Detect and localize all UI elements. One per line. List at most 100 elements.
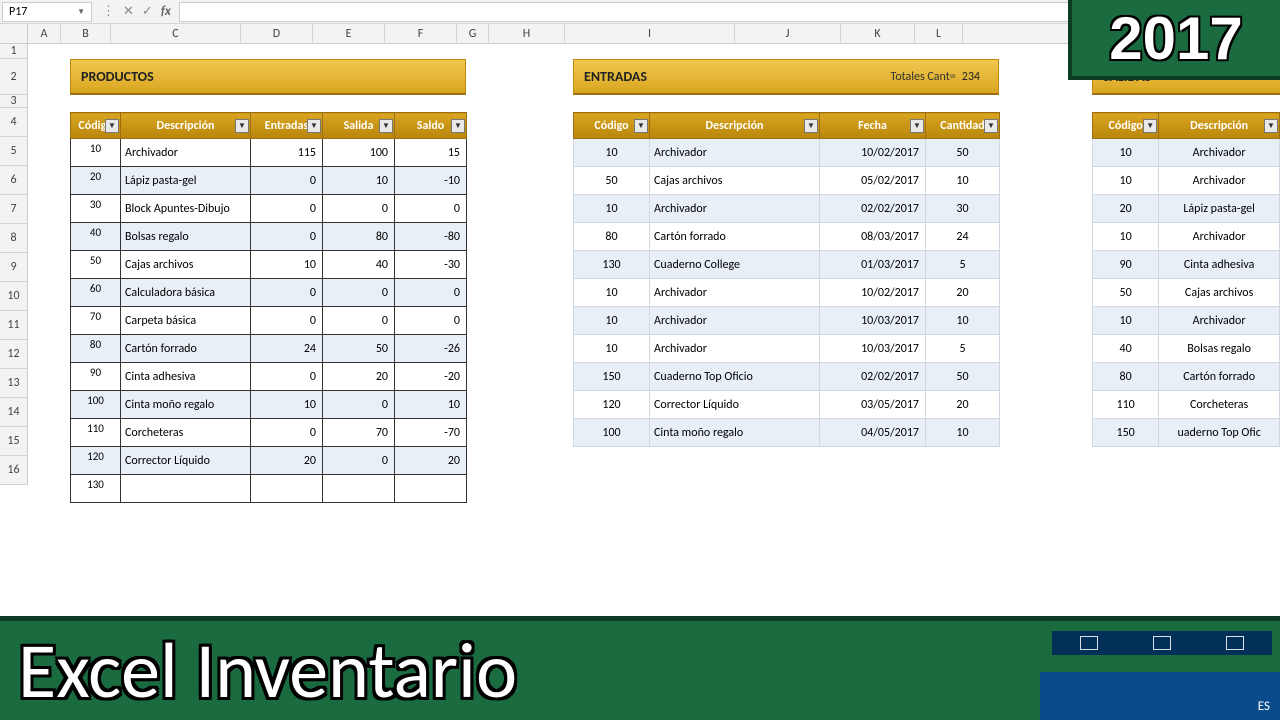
row-header-14[interactable]: 14 (0, 398, 28, 427)
row-header-12[interactable]: 12 (0, 340, 28, 369)
page-layout-icon[interactable] (1153, 636, 1171, 650)
table-row[interactable]: 10Archivador (1093, 223, 1280, 251)
cell[interactable]: 10 (251, 251, 323, 279)
cell[interactable]: 0 (395, 307, 467, 335)
cell[interactable]: Lápiz pasta-gel (121, 167, 251, 195)
table-row[interactable]: 10Archivador (1093, 307, 1280, 335)
filter-icon[interactable]: ▼ (235, 119, 249, 133)
column-header-F[interactable]: F (385, 24, 457, 43)
cell[interactable]: 90 (71, 363, 121, 391)
row-header-13[interactable]: 13 (0, 369, 28, 398)
col-header[interactable]: Cantidad▼ (926, 113, 1000, 139)
cell[interactable]: Archivador (650, 307, 820, 335)
cell[interactable]: 80 (71, 335, 121, 363)
cell[interactable]: 20 (251, 447, 323, 475)
cell[interactable]: 10/03/2017 (820, 335, 926, 363)
cell[interactable]: Cuaderno College (650, 251, 820, 279)
col-header[interactable]: Código▼ (1093, 113, 1159, 139)
cell[interactable]: Calculadora básica (121, 279, 251, 307)
cell[interactable]: 05/02/2017 (820, 167, 926, 195)
cell[interactable]: 80 (323, 223, 395, 251)
cell[interactable]: 20 (1093, 195, 1159, 223)
table-row[interactable]: 120Corrector Líquido20020 (71, 447, 467, 475)
filter-icon[interactable]: ▼ (1143, 119, 1157, 133)
cell[interactable]: 130 (71, 475, 121, 503)
cell[interactable]: 50 (926, 139, 1000, 167)
table-row[interactable]: 100Cinta moño regalo04/05/201710 (574, 419, 1000, 447)
table-row[interactable]: 40Bolsas regalo (1093, 335, 1280, 363)
cell[interactable]: 150 (574, 363, 650, 391)
cell[interactable]: Archivador (1159, 167, 1280, 195)
cell[interactable]: -10 (395, 167, 467, 195)
cell[interactable]: 40 (323, 251, 395, 279)
column-header-B[interactable]: B (61, 24, 111, 43)
cell[interactable]: 70 (71, 307, 121, 335)
cell[interactable]: -20 (395, 363, 467, 391)
cell[interactable]: Bolsas regalo (121, 223, 251, 251)
col-header[interactable]: Código▼ (71, 113, 121, 139)
row-header-11[interactable]: 11 (0, 311, 28, 340)
cell[interactable]: 08/03/2017 (820, 223, 926, 251)
cell[interactable] (251, 475, 323, 503)
col-header[interactable]: Entradas▼ (251, 113, 323, 139)
row-header-6[interactable]: 6 (0, 166, 28, 195)
cell[interactable]: 20 (395, 447, 467, 475)
cell[interactable]: 02/02/2017 (820, 363, 926, 391)
cell[interactable] (323, 475, 395, 503)
cell[interactable]: 50 (926, 363, 1000, 391)
cell[interactable]: Cartón forrado (650, 223, 820, 251)
history-icon[interactable]: ⋮ (102, 4, 115, 19)
cell[interactable]: 115 (251, 139, 323, 167)
cell[interactable]: -70 (395, 419, 467, 447)
cell[interactable]: -26 (395, 335, 467, 363)
cell[interactable]: 0 (323, 195, 395, 223)
row-header-9[interactable]: 9 (0, 253, 28, 282)
cell[interactable]: 80 (1093, 363, 1159, 391)
fx-icon[interactable]: fx (161, 4, 171, 19)
cell[interactable]: 10 (1093, 223, 1159, 251)
table-row[interactable]: 110Corcheteras070-70 (71, 419, 467, 447)
table-row[interactable]: 100Cinta moño regalo10010 (71, 391, 467, 419)
table-row[interactable]: 150Cuaderno Top Oficio02/02/201750 (574, 363, 1000, 391)
table-row[interactable]: 20Lápiz pasta-gel (1093, 195, 1280, 223)
table-row[interactable]: 130Cuaderno College01/03/20175 (574, 251, 1000, 279)
cell[interactable]: Bolsas regalo (1159, 335, 1280, 363)
cell[interactable]: 50 (574, 167, 650, 195)
table-row[interactable]: 10Archivador10/03/201710 (574, 307, 1000, 335)
cell[interactable]: 100 (323, 139, 395, 167)
cell[interactable]: 24 (251, 335, 323, 363)
column-header-L[interactable]: L (915, 24, 963, 43)
cell[interactable]: 0 (251, 167, 323, 195)
name-box-dropdown-icon[interactable]: ▼ (77, 7, 85, 17)
table-row[interactable]: 10Archivador10/03/20175 (574, 335, 1000, 363)
cell[interactable]: 0 (395, 279, 467, 307)
cell[interactable]: 110 (1093, 391, 1159, 419)
cell[interactable]: 0 (251, 363, 323, 391)
row-header-3[interactable]: 3 (0, 95, 28, 108)
cell[interactable] (395, 475, 467, 503)
cell[interactable]: 0 (251, 419, 323, 447)
table-row[interactable]: 110Corcheteras (1093, 391, 1280, 419)
cancel-icon[interactable]: ✕ (123, 4, 134, 19)
row-header-15[interactable]: 15 (0, 427, 28, 456)
cell[interactable]: Corcheteras (121, 419, 251, 447)
table-row[interactable]: 10Archivador02/02/201730 (574, 195, 1000, 223)
name-box[interactable]: P17 ▼ (2, 2, 92, 22)
cell[interactable]: 03/05/2017 (820, 391, 926, 419)
filter-icon[interactable]: ▼ (634, 119, 648, 133)
cell[interactable]: 20 (926, 279, 1000, 307)
cell[interactable]: 10 (574, 279, 650, 307)
cell[interactable]: 10 (251, 391, 323, 419)
cell[interactable]: 30 (926, 195, 1000, 223)
cell[interactable]: 20 (323, 363, 395, 391)
cell[interactable]: Archivador (1159, 307, 1280, 335)
table-row[interactable]: 10Archivador11510015 (71, 139, 467, 167)
column-header-G[interactable]: G (457, 24, 489, 43)
cell[interactable]: Archivador (650, 335, 820, 363)
cell[interactable]: 24 (926, 223, 1000, 251)
cell[interactable]: 5 (926, 335, 1000, 363)
cell[interactable]: uaderno Top Ofic (1159, 419, 1280, 447)
cell[interactable]: 40 (71, 223, 121, 251)
cell[interactable]: 10 (574, 335, 650, 363)
cell[interactable]: 100 (574, 419, 650, 447)
